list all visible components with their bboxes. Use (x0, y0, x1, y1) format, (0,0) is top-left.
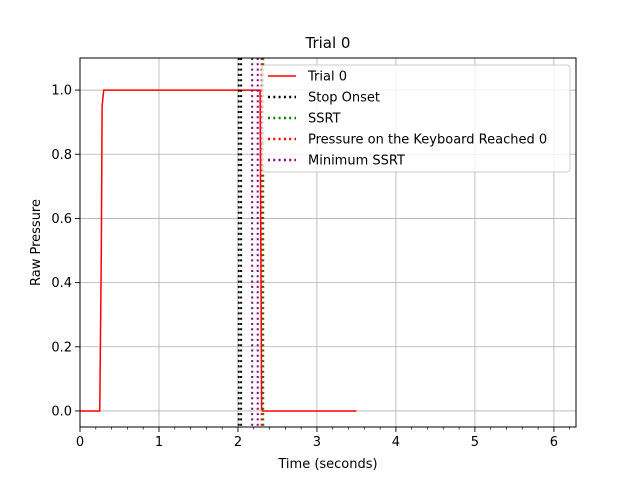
x-tick-label: 2 (234, 435, 242, 450)
axes-frame (79, 57, 577, 428)
legend-label: Stop Onset (308, 91, 380, 106)
y-tick-label: 0.2 (51, 340, 72, 355)
y-tick-label: 1.0 (51, 84, 72, 99)
y-tick-label: 0.4 (51, 276, 72, 291)
legend-label: Trial 0 (307, 70, 347, 85)
chart-title: Trial 0 (305, 34, 351, 52)
ticks: 0 1 2 3 4 5 6 0.0 0.2 0.4 0.6 0.8 1.0 (51, 84, 571, 450)
legend-label: SSRT (308, 112, 341, 127)
x-tick-label: 0 (76, 435, 84, 450)
y-tick-label: 0.6 (51, 212, 72, 227)
grid (79, 58, 576, 427)
x-tick-label: 4 (392, 435, 400, 450)
x-tick-label: 6 (550, 435, 558, 450)
plot-area (80, 58, 357, 427)
legend-box (261, 64, 571, 173)
legend: Trial 0 Stop Onset SSRT Pressure on the Key… (261, 64, 571, 173)
x-tick-label: 5 (471, 435, 479, 450)
legend-label: Minimum SSRT (308, 154, 405, 169)
y-tick-label: 0.8 (51, 148, 72, 163)
y-axis-label: Raw Pressure (29, 199, 44, 286)
legend-label: Pressure on the Keyboard Reached 0 (308, 133, 547, 148)
x-axis-label: Time (seconds) (277, 457, 377, 472)
y-tick-label: 0.0 (51, 404, 72, 419)
x-tick-label: 3 (313, 435, 321, 450)
x-tick-label: 1 (155, 435, 163, 450)
